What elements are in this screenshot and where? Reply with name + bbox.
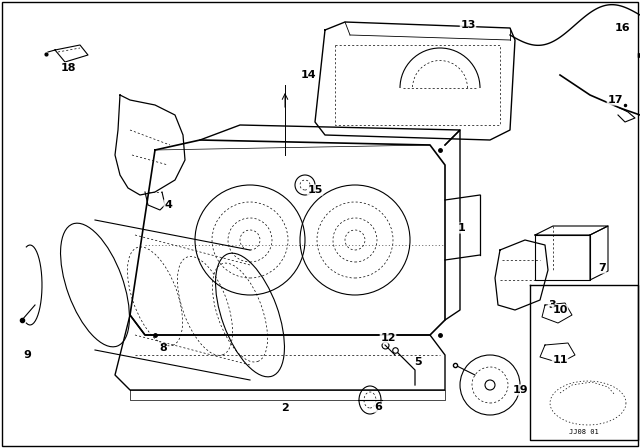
Text: 13: 13 bbox=[460, 20, 476, 30]
Text: 14: 14 bbox=[300, 70, 316, 80]
Text: 15: 15 bbox=[307, 185, 323, 195]
Text: 2: 2 bbox=[281, 403, 289, 413]
Text: 5: 5 bbox=[414, 357, 422, 367]
Text: 16: 16 bbox=[615, 23, 631, 33]
Text: 8: 8 bbox=[159, 343, 167, 353]
Text: 12: 12 bbox=[380, 333, 396, 343]
Text: 3: 3 bbox=[548, 300, 556, 310]
Text: 1: 1 bbox=[458, 223, 466, 233]
Text: 17: 17 bbox=[607, 95, 623, 105]
Text: 19: 19 bbox=[512, 385, 528, 395]
Text: 7: 7 bbox=[598, 263, 606, 273]
Text: JJ08 01: JJ08 01 bbox=[569, 429, 599, 435]
Text: 11: 11 bbox=[552, 355, 568, 365]
Text: 4: 4 bbox=[164, 200, 172, 210]
Text: 9: 9 bbox=[23, 350, 31, 360]
Text: 10: 10 bbox=[552, 305, 568, 315]
Text: 6: 6 bbox=[374, 402, 382, 412]
Text: 18: 18 bbox=[60, 63, 76, 73]
